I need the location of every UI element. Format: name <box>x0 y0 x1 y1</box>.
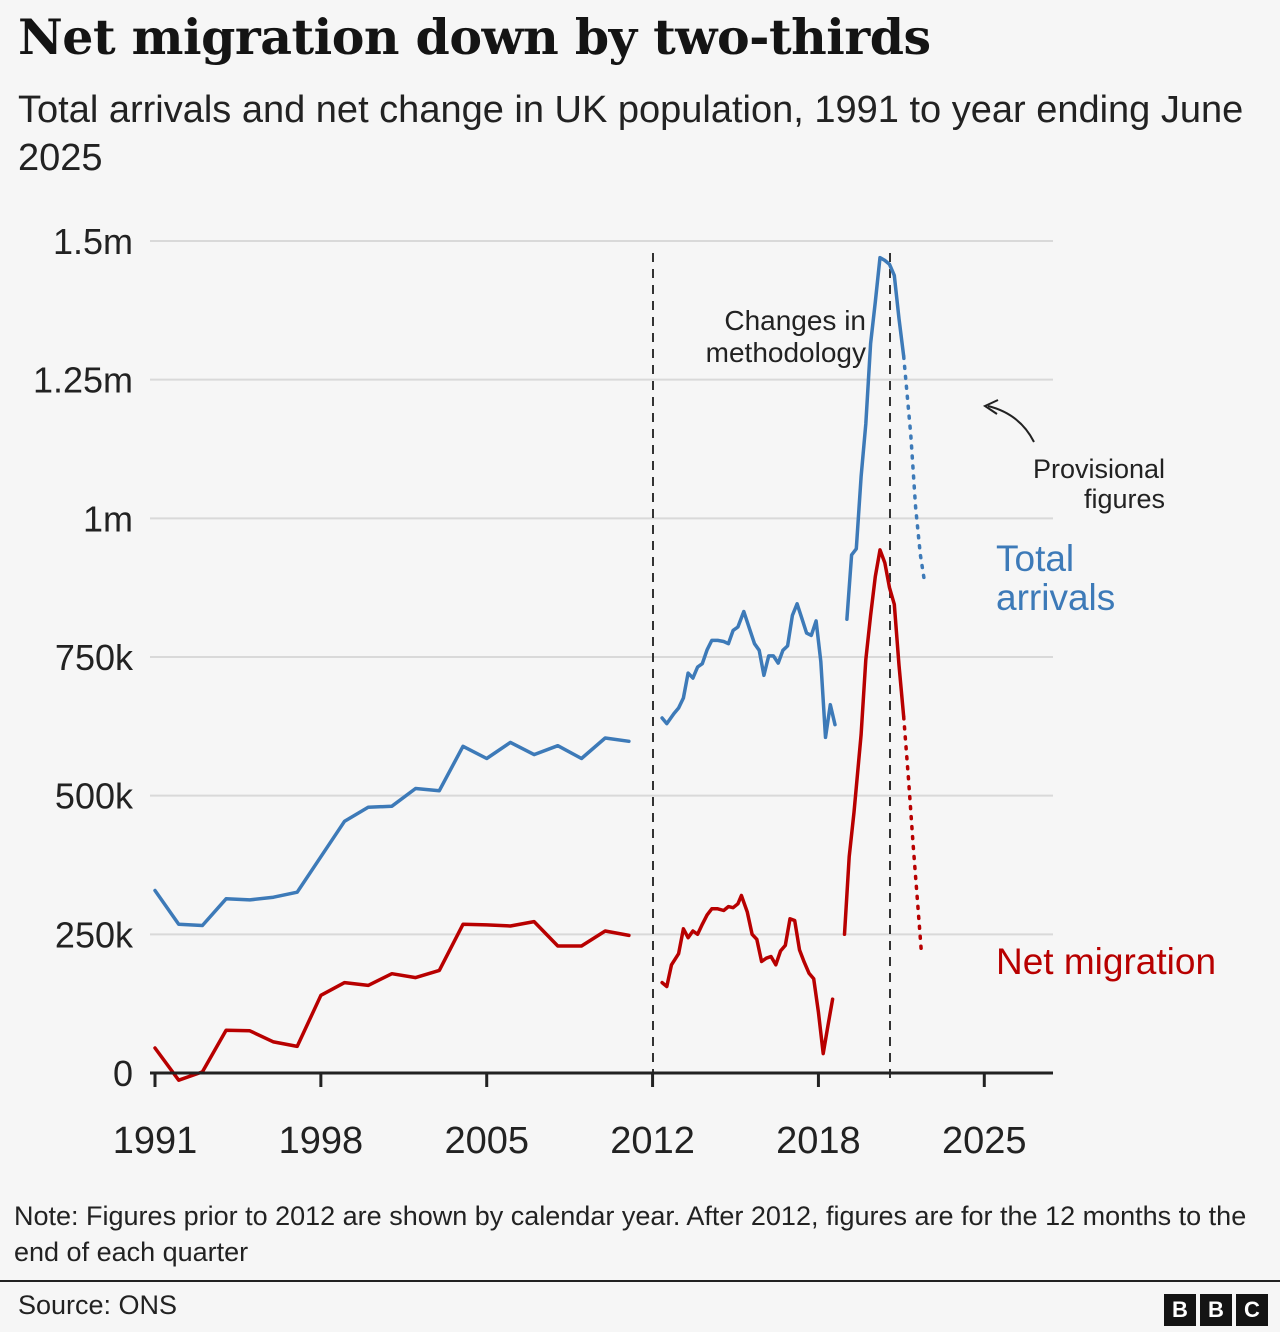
x-tick-label: 2018 <box>776 1120 861 1162</box>
series-line-segment <box>153 736 631 928</box>
provisional-series-line <box>901 715 924 956</box>
chart-subtitle: Total arrivals and net change in UK popu… <box>18 89 1244 179</box>
logo-block-c: C <box>1236 1294 1268 1326</box>
y-tick-label: 1.25m <box>33 360 133 401</box>
series-line-segment <box>153 919 631 1082</box>
provisional-arrow <box>987 405 1035 443</box>
methodology-breaks <box>652 253 891 1085</box>
y-tick-label: 1.5m <box>53 221 133 262</box>
series-line-segment <box>660 602 837 740</box>
y-tick-label: 500k <box>55 776 134 817</box>
bbc-logo: B B C <box>1164 1294 1268 1326</box>
provisional-arrow-head <box>982 399 999 415</box>
y-axis-tick-labels: 0 250k 500k 750k 1m 1.25m 1.5m <box>33 221 134 1094</box>
series-lines <box>153 255 926 1082</box>
logo-block-b2: B <box>1200 1294 1232 1326</box>
x-axis: 1991 1998 2005 2012 2018 2025 <box>113 1071 1053 1162</box>
series-line-segment <box>845 255 906 622</box>
provisional-annotation: Provisional <box>1033 454 1165 484</box>
x-tick-label: 2005 <box>444 1120 529 1162</box>
y-tick-label: 750k <box>55 637 134 678</box>
line-chart: 0 250k 500k 750k 1m 1.25m 1.5m 1991 1998 2005 201… <box>33 221 1216 1162</box>
provisional-annotation: figures <box>1084 484 1165 514</box>
total-arrivals-label: Total <box>996 538 1074 579</box>
logo-block-b1: B <box>1164 1294 1196 1326</box>
y-tick-label: 250k <box>55 914 134 955</box>
footer-divider <box>0 1280 1280 1282</box>
provisional-series-line <box>901 354 926 580</box>
gridlines <box>150 240 1053 936</box>
source-credit: Source: ONS <box>18 1290 178 1320</box>
chart-note: Note: Figures prior to 2012 are shown by… <box>14 1201 1247 1267</box>
x-tick-label: 2025 <box>942 1120 1027 1162</box>
x-tick-label: 1998 <box>279 1120 364 1162</box>
series-line-segment <box>842 548 906 937</box>
chart-title: Net migration down by two-thirds <box>18 8 931 66</box>
y-tick-label: 0 <box>113 1053 133 1094</box>
net-migration-label: Net migration <box>996 941 1216 982</box>
total-arrivals-label: arrivals <box>996 577 1115 618</box>
methodology-annotation: Changes in <box>724 305 866 336</box>
x-tick-label: 1991 <box>113 1120 198 1162</box>
y-tick-label: 1m <box>83 498 133 539</box>
series-line-segment <box>660 893 835 1056</box>
methodology-annotation: methodology <box>706 337 866 368</box>
x-tick-label: 2012 <box>610 1120 695 1162</box>
